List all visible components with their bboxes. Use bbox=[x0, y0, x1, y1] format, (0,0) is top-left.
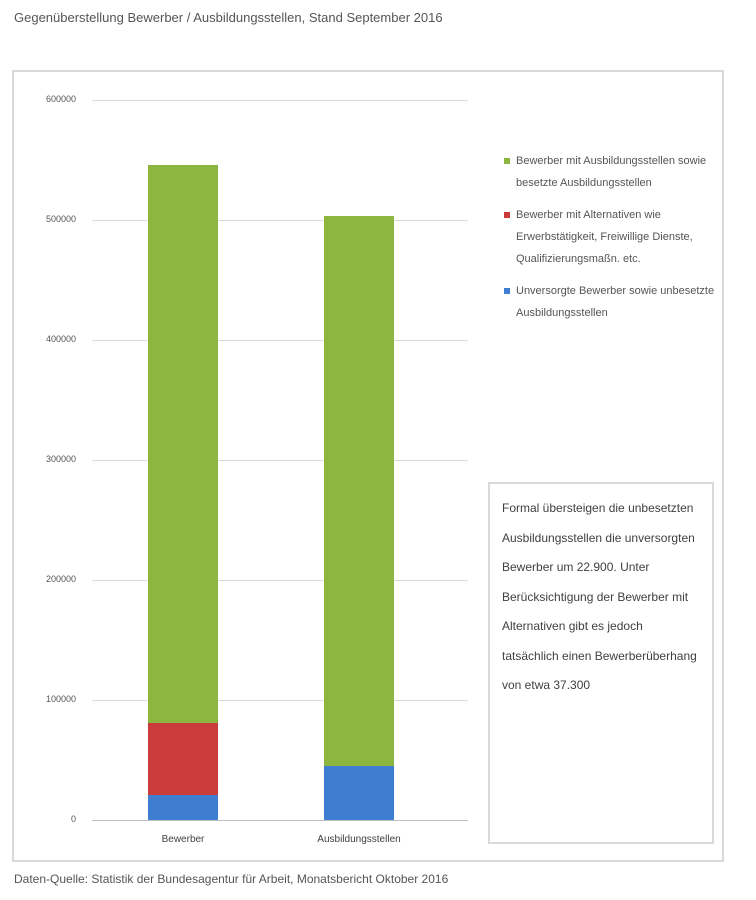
page-title: Gegenüberstellung Bewerber / Ausbildungs… bbox=[14, 10, 443, 25]
legend-item: Bewerber mit Alternativen wie Erwerbstät… bbox=[504, 204, 722, 270]
legend-swatch-icon bbox=[504, 288, 510, 294]
legend-swatch-icon bbox=[504, 158, 510, 164]
annotation-text: Formal übersteigen die unbesetzten Ausbi… bbox=[502, 501, 697, 692]
legend-label: Bewerber mit Alternativen wie Erwerbstät… bbox=[516, 209, 693, 265]
annotation-box: Formal übersteigen die unbesetzten Ausbi… bbox=[488, 482, 714, 844]
legend-swatch-icon bbox=[504, 212, 510, 218]
source-caption: Daten-Quelle: Statistik der Bundesagentu… bbox=[14, 872, 449, 886]
legend-label: Unversorgte Bewerber sowie unbesetzte Au… bbox=[516, 285, 715, 319]
legend-label: Bewerber mit Ausbildungsstellen sowie be… bbox=[516, 155, 707, 189]
legend-item: Bewerber mit Ausbildungsstellen sowie be… bbox=[504, 150, 722, 194]
legend-item: Unversorgte Bewerber sowie unbesetzte Au… bbox=[504, 280, 722, 324]
chart-legend: Bewerber mit Ausbildungsstellen sowie be… bbox=[504, 150, 722, 334]
